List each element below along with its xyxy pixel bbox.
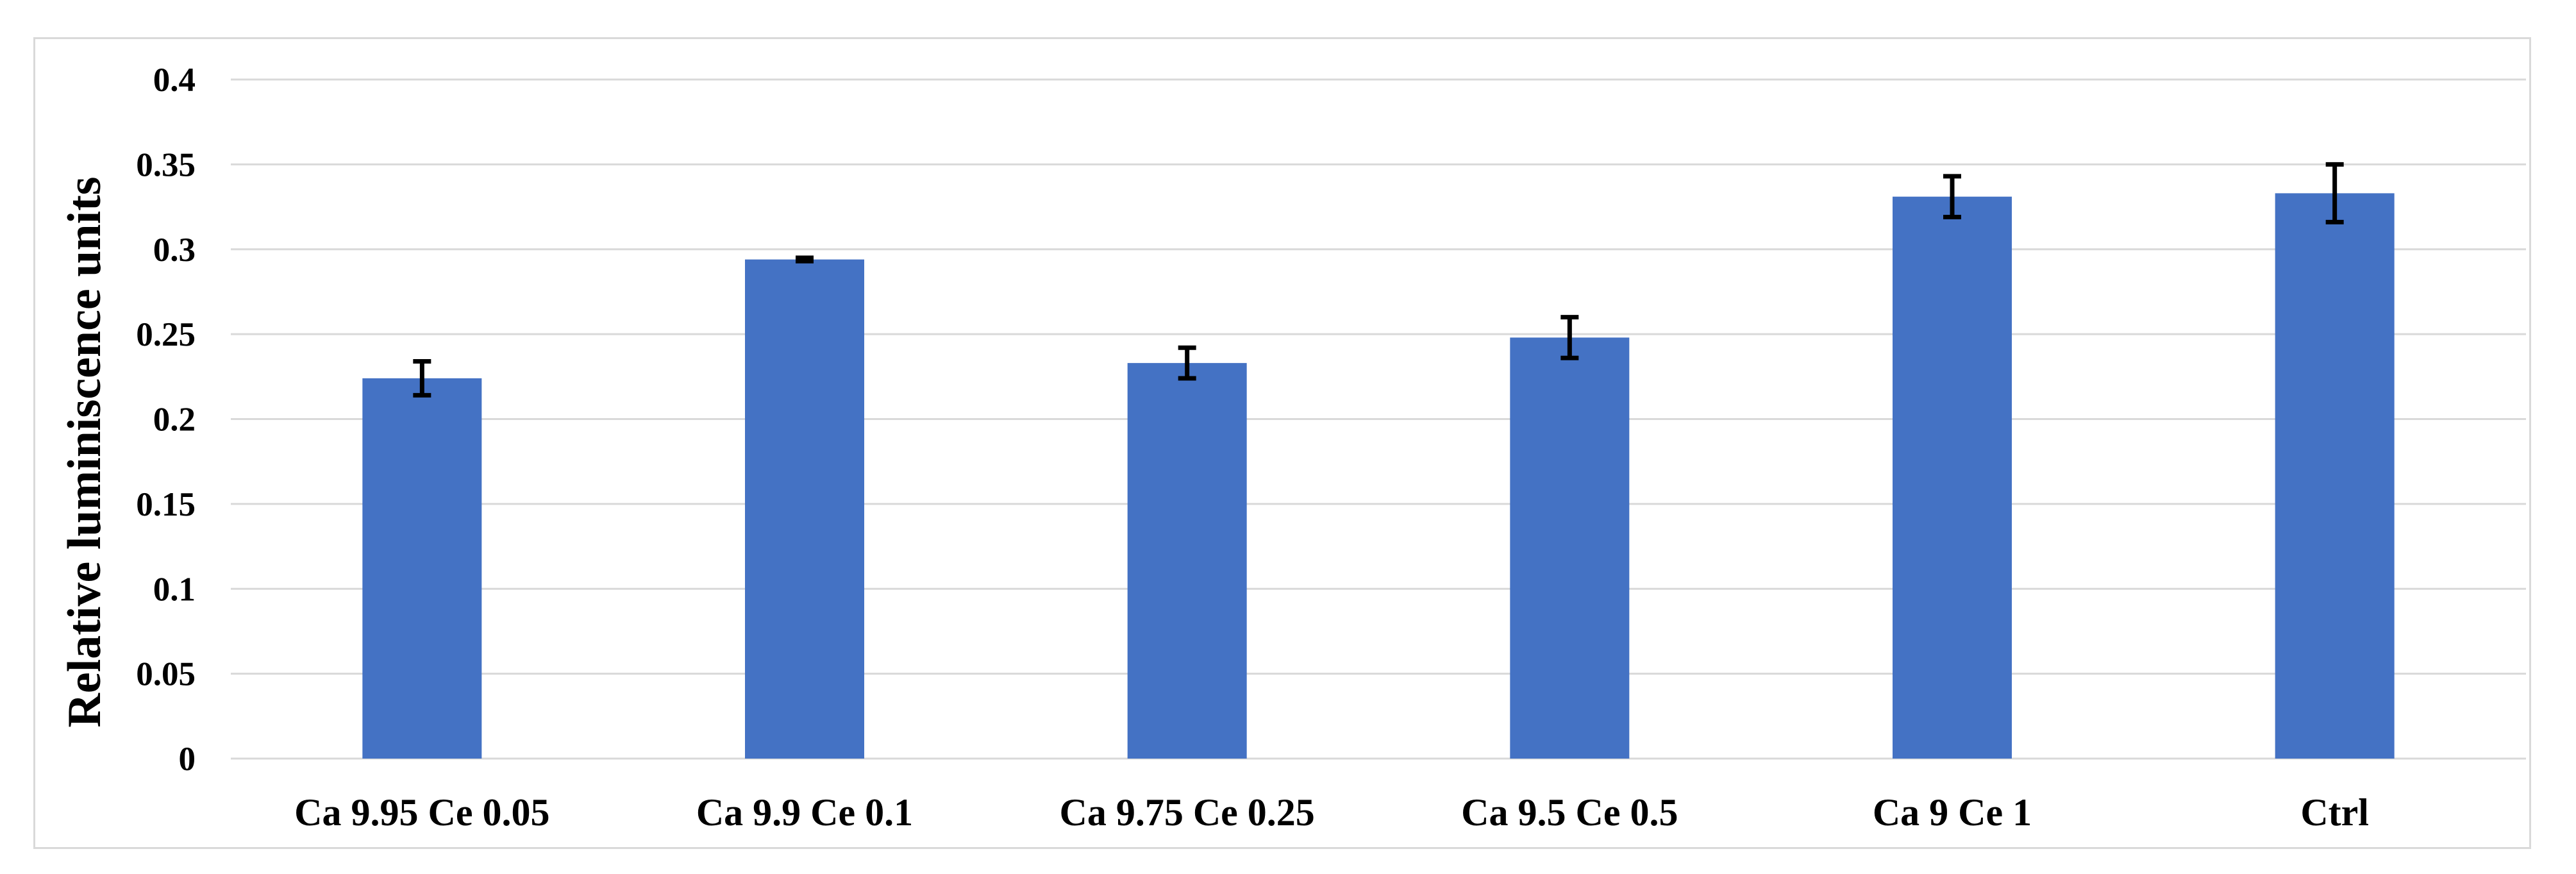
bar [745, 259, 864, 759]
bar [1510, 337, 1630, 759]
x-tick-label: Ca 9.5 Ce 0.5 [1461, 791, 1678, 834]
y-tick-label: 0 [179, 741, 196, 778]
y-tick-labels: 0 0.05 0.1 0.15 0.2 0.25 0.3 0.35 0.4 [136, 62, 196, 778]
y-tick-label: 0.3 [153, 231, 196, 269]
error-bars [413, 162, 2344, 398]
error-bar [1943, 174, 1961, 219]
x-tick-label: Ca 9.95 Ce 0.05 [294, 791, 549, 834]
x-tick-label: Ctrl [2300, 791, 2369, 834]
bar [1127, 363, 1247, 759]
y-tick-label: 0.05 [136, 656, 196, 693]
bars [362, 193, 2395, 759]
y-tick-label: 0.35 [136, 146, 196, 183]
error-bar [1560, 315, 1579, 360]
x-tick-label: Ca 9 Ce 1 [1873, 791, 2032, 834]
y-axis-title: Relative luminiscence units [58, 176, 111, 727]
error-bar [796, 255, 814, 264]
x-tick-label: Ca 9.75 Ce 0.25 [1060, 791, 1315, 834]
error-bar [1178, 345, 1196, 381]
error-bar [413, 358, 431, 398]
bar [2275, 193, 2395, 759]
bar [1893, 196, 2012, 759]
y-tick-label: 0.1 [153, 571, 196, 608]
error-bar [2325, 162, 2344, 224]
y-tick-label: 0.15 [136, 486, 196, 523]
gridlines [231, 78, 2526, 760]
y-tick-label: 0.4 [153, 62, 196, 99]
bar [362, 378, 482, 759]
y-tick-label: 0.25 [136, 316, 196, 353]
x-tick-label: Ca 9.9 Ce 0.1 [696, 791, 913, 834]
x-tick-labels: Ca 9.95 Ce 0.05 Ca 9.9 Ce 0.1 Ca 9.75 Ce 0… [294, 791, 2369, 834]
y-tick-label: 0.2 [153, 401, 196, 439]
chart-frame [33, 37, 2531, 849]
